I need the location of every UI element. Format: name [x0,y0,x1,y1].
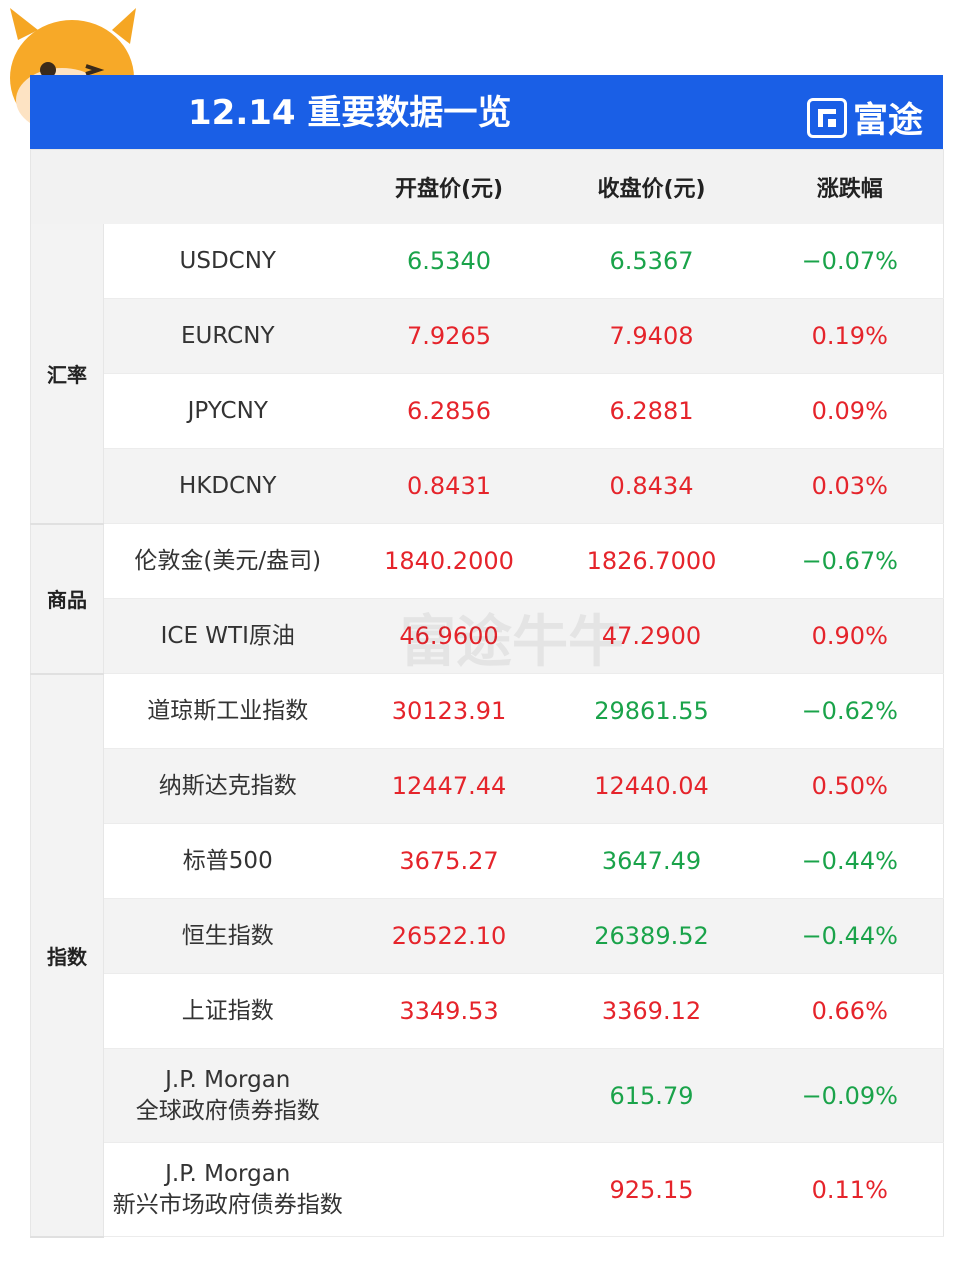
close-value: 7.9408 [546,298,757,374]
open-value: 0.8431 [351,448,547,524]
change-value: −0.67% [756,523,944,599]
item-name: 伦敦金(美元/盎司) [103,523,352,599]
change-value: −0.44% [756,823,944,899]
open-value: 12447.44 [351,748,547,824]
table-row: EURCNY 7.9265 7.9408 0.19% [31,298,944,374]
close-value: 615.79 [546,1048,757,1143]
data-table: 开盘价(元) 收盘价(元) 涨跌幅 汇率 USDCNY 6.5340 6.536… [30,149,944,1238]
close-value: 29861.55 [546,673,757,749]
change-value: 0.11% [756,1142,944,1237]
open-value: 3675.27 [351,823,547,899]
open-value: 30123.91 [351,673,547,749]
item-name: JPYCNY [103,373,352,449]
table-row: JPYCNY 6.2856 6.2881 0.09% [31,373,944,449]
item-name: 道琼斯工业指数 [103,673,352,749]
table-row: 纳斯达克指数 12447.44 12440.04 0.50% [31,748,944,824]
close-value: 1826.7000 [546,523,757,599]
open-value: 26522.10 [351,898,547,974]
open-value: 3349.53 [351,973,547,1049]
item-name: HKDCNY [103,448,352,524]
close-value: 3647.49 [546,823,757,899]
brand-name: 富途 [852,101,923,141]
close-value: 26389.52 [546,898,757,974]
change-header: 涨跌幅 [756,149,944,224]
close-value: 3369.12 [546,973,757,1049]
close-value: 0.8434 [546,448,757,524]
table-row: 恒生指数 26522.10 26389.52 −0.44% [31,898,944,974]
close-header: 收盘价(元) [546,149,757,224]
group-label: 商品 [30,523,104,675]
change-value: 0.03% [756,448,944,524]
table-row: J.P. Morgan 新兴市场政府债券指数 925.15 0.11% [31,1142,944,1237]
brand-logo: 富途 [806,92,923,143]
open-value: 6.5340 [351,224,547,299]
change-value: 0.50% [756,748,944,824]
item-name-line1: J.P. Morgan [165,1066,291,1093]
corner-cell [30,149,104,224]
item-name-line2: 新兴市场政府债券指数 [112,1191,343,1218]
close-value: 6.2881 [546,373,757,449]
change-value: −0.62% [756,673,944,749]
change-value: 0.66% [756,973,944,1049]
change-value: −0.44% [756,898,944,974]
table-row: HKDCNY 0.8431 0.8434 0.03% [31,448,944,524]
close-value: 12440.04 [546,748,757,824]
table-row: 商品 伦敦金(美元/盎司) 1840.2000 1826.7000 −0.67% [30,523,944,675]
open-value: 6.2856 [351,373,547,449]
table-row: J.P. Morgan 全球政府债券指数 615.79 −0.09% [31,1048,944,1143]
group-label: 汇率 [30,224,104,525]
item-name: ICE WTI原油 [103,598,352,674]
item-name: 纳斯达克指数 [103,748,352,824]
table-row: ICE WTI原油 46.9600 47.2900 0.90% [31,598,944,674]
item-name-line1: J.P. Morgan [165,1160,291,1187]
name-header [103,149,352,224]
open-header: 开盘价(元) [351,149,547,224]
item-name: 恒生指数 [103,898,352,974]
table-row: 汇率 USDCNY 6.5340 6.5367 −0.07% [30,224,944,525]
change-value: −0.07% [756,224,944,299]
open-value: 1840.2000 [351,523,547,599]
change-value: 0.09% [756,373,944,449]
item-name: EURCNY [103,298,352,374]
open-value [351,1142,547,1237]
item-name: J.P. Morgan 新兴市场政府债券指数 [103,1142,352,1237]
group-label: 指数 [30,673,104,1238]
table-row: 标普500 3675.27 3647.49 −0.44% [31,823,944,899]
change-value: 0.90% [756,598,944,674]
item-name: 标普500 [103,823,352,899]
table-row: 指数 道琼斯工业指数 30123.91 29861.55 −0.62% [30,673,944,1238]
item-name: 上证指数 [103,973,352,1049]
change-value: −0.09% [756,1048,944,1143]
table-row: 上证指数 3349.53 3369.12 0.66% [31,973,944,1049]
open-value: 7.9265 [351,298,547,374]
close-value: 925.15 [546,1142,757,1237]
item-name-line2: 全球政府债券指数 [135,1097,320,1124]
close-value: 6.5367 [546,224,757,299]
futu-logo-icon [806,97,847,138]
item-name: J.P. Morgan 全球政府债券指数 [103,1048,352,1143]
open-value: 46.9600 [351,598,547,674]
open-value [351,1048,547,1143]
item-name: USDCNY [103,224,352,299]
header-bar: 12.14 重要数据一览 富途 [30,75,943,149]
change-value: 0.19% [756,298,944,374]
page-title: 12.14 重要数据一览 [188,93,512,133]
table-header: 开盘价(元) 收盘价(元) 涨跌幅 [30,149,944,224]
close-value: 47.2900 [546,598,757,674]
